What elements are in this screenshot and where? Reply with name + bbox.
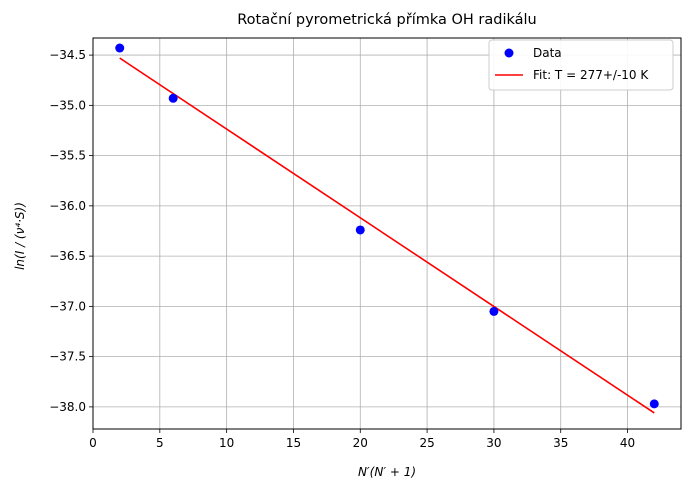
y-tick-label: −35.0 <box>49 98 86 112</box>
x-tick-label: 30 <box>486 436 501 450</box>
x-tick-label: 10 <box>219 436 234 450</box>
x-tick-label: 15 <box>286 436 301 450</box>
data-point <box>489 306 499 316</box>
data-point <box>355 225 365 235</box>
y-tick-label: −38.0 <box>49 400 86 414</box>
y-tick-label: −34.5 <box>49 48 86 62</box>
legend-label: Data <box>533 46 562 60</box>
legend-box <box>488 39 674 91</box>
data-point <box>649 399 659 409</box>
x-axis-label: N′(N′ + 1) <box>358 465 416 479</box>
fit-line <box>119 57 655 414</box>
y-tick-label: −37.5 <box>49 350 86 364</box>
y-tick-label: −37.0 <box>49 299 86 313</box>
legend-label: Fit: T = 277+/-10 K <box>533 68 649 82</box>
y-tick-label: −35.5 <box>49 149 86 163</box>
ticks: 0 5 10 15 20 25 30 35 40 −34.5 −35.0 −35.5 −36.0 −36.… <box>49 48 635 450</box>
y-tick-label: −36.5 <box>49 249 86 263</box>
x-tick-label: 40 <box>620 436 635 450</box>
x-tick-label: 25 <box>419 436 434 450</box>
x-tick-label: 20 <box>353 436 368 450</box>
legend-marker-data <box>504 48 514 58</box>
x-tick-label: 35 <box>553 436 568 450</box>
x-tick-label: 5 <box>156 436 164 450</box>
y-tick-label: −36.0 <box>49 199 86 213</box>
legend: Data Fit: T = 277+/-10 K <box>488 39 674 91</box>
chart-title: Rotační pyrometrická přímka OH radikálu <box>237 12 537 28</box>
plot-frame <box>92 37 682 430</box>
x-tick-label: 0 <box>89 436 97 450</box>
y-axis-label: ln(I / (ν⁴·S)) <box>13 202 27 270</box>
data-point <box>115 43 125 53</box>
series-layer <box>115 43 659 414</box>
data-point <box>168 93 178 103</box>
